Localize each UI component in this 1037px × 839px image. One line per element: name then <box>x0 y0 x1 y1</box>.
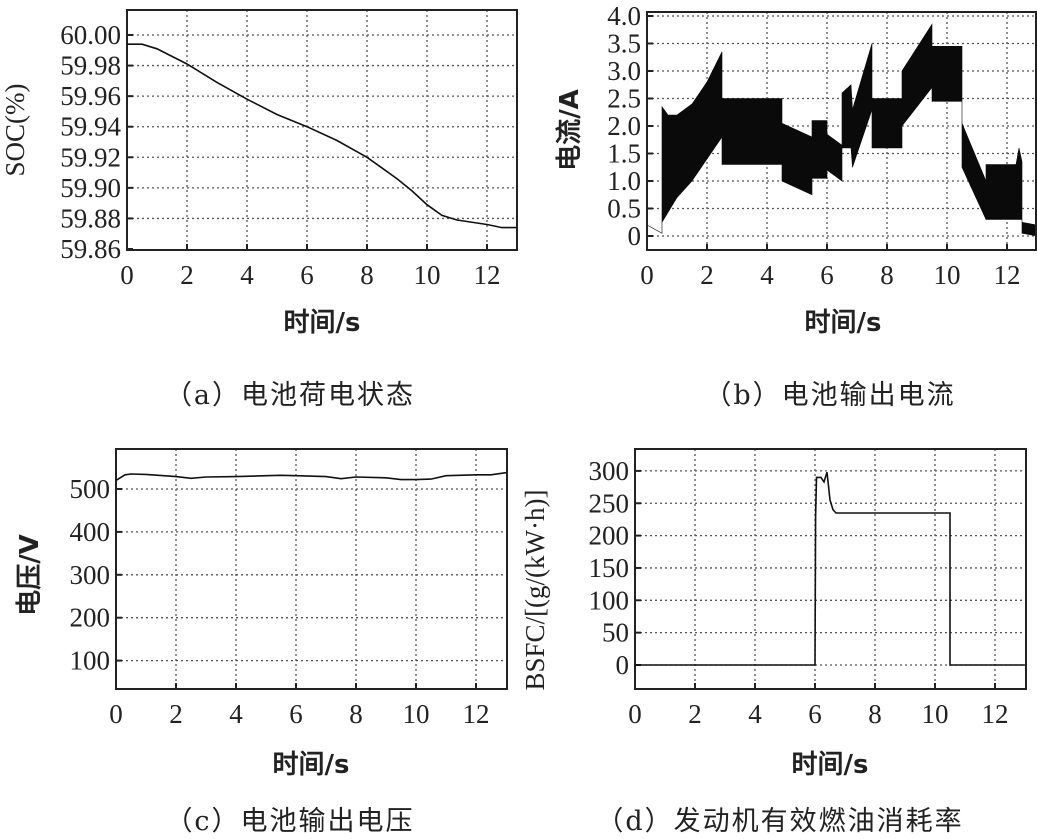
y-tick-label: 2.5 <box>607 84 641 114</box>
panel-caption: （c）电池输出电压 <box>165 806 414 837</box>
current-envelope-area <box>646 23 1037 237</box>
x-tick-label: 10 <box>414 260 441 290</box>
y-tick-label: 3.5 <box>607 29 641 59</box>
y-tick-label: 300 <box>589 456 630 486</box>
x-axis-label: 时间/s <box>284 308 361 338</box>
y-axis-label: BSFC/[(g/(kW·h)] <box>520 490 550 691</box>
panel-caption: （a）电池荷电状态 <box>165 380 415 411</box>
series-line <box>115 471 507 482</box>
x-tick-label: 8 <box>360 260 374 290</box>
x-tick-labels: 0 2 4 6 8 10 12 <box>628 699 1008 729</box>
voltage-line <box>115 471 507 482</box>
y-tick-label: 0.5 <box>607 194 641 224</box>
current-band <box>646 23 1037 237</box>
plot-frame <box>126 9 518 251</box>
grid-lines <box>126 10 517 250</box>
x-axis-label: 时间/s <box>805 308 882 338</box>
y-tick-label: 200 <box>70 603 111 633</box>
y-tick-label: 59.88 <box>60 203 121 233</box>
bsfc-line <box>635 471 1025 666</box>
grid-lines <box>115 449 507 689</box>
x-tick-label: 4 <box>240 260 254 290</box>
y-tick-label: 3.0 <box>607 56 641 86</box>
y-tick-label: 59.94 <box>60 112 121 142</box>
x-tick-labels: 0 2 4 6 8 10 12 <box>640 260 1020 290</box>
y-tick-label: 300 <box>70 560 111 590</box>
x-tick-label: 2 <box>700 260 714 290</box>
x-axis-label: 时间/s <box>792 750 869 780</box>
series-line <box>635 471 1025 666</box>
plot-frame <box>115 448 508 690</box>
x-tick-label: 12 <box>474 260 501 290</box>
x-tick-label: 12 <box>982 699 1009 729</box>
y-tick-label: 4.0 <box>607 1 641 31</box>
y-tick-label: 50 <box>602 618 629 648</box>
x-tick-label: 8 <box>868 699 882 729</box>
y-tick-label: 250 <box>589 488 630 518</box>
y-axis-label: 电压/V <box>15 534 45 616</box>
plot-frame <box>646 11 1037 251</box>
plot-frame <box>634 448 1027 690</box>
y-tick-label: 60.00 <box>60 20 121 50</box>
panel-c-voltage-chart: 500 400 300 200 100 0 2 4 6 8 10 12 电压/V 时间/s （c）电… <box>15 448 508 837</box>
panel-b-current-chart: 4.03.53.02.52.01.51.00.50 0 2 4 6 8 10 12 电流/A… <box>555 1 1037 411</box>
x-tick-label: 0 <box>640 260 654 290</box>
x-tick-label: 2 <box>169 699 183 729</box>
x-tick-label: 6 <box>300 260 314 290</box>
y-tick-label: 0 <box>628 221 642 251</box>
y-tick-label: 500 <box>70 474 111 504</box>
x-tick-label: 4 <box>748 699 762 729</box>
x-tick-label: 12 <box>994 260 1021 290</box>
y-tick-labels: 4.03.53.02.52.01.51.00.50 <box>607 1 641 251</box>
panel-caption: （d）发动机有效燃油消耗率 <box>596 806 963 837</box>
x-tick-label: 0 <box>628 699 642 729</box>
series-line <box>127 43 517 229</box>
x-tick-label: 6 <box>808 699 822 729</box>
x-tick-label: 6 <box>289 699 303 729</box>
y-tick-label: 150 <box>589 553 630 583</box>
y-tick-label: 59.96 <box>60 81 121 111</box>
y-tick-label: 100 <box>589 585 630 615</box>
y-tick-label: 59.86 <box>60 234 121 264</box>
x-tick-label: 10 <box>403 699 430 729</box>
x-tick-label: 4 <box>229 699 243 729</box>
panel-caption: （b）电池输出电流 <box>704 380 955 411</box>
y-tick-label: 1.0 <box>607 166 641 196</box>
x-tick-label: 8 <box>880 260 894 290</box>
y-tick-label: 0 <box>616 650 630 680</box>
x-tick-label: 8 <box>349 699 363 729</box>
grid-lines <box>634 449 1026 689</box>
y-tick-label: 200 <box>589 521 630 551</box>
y-axis-label: 电流/A <box>555 89 585 171</box>
y-tick-label: 400 <box>70 517 111 547</box>
panel-a-soc-chart: 60.0059.9859.9659.9459.9259.9059.8859.86… <box>0 9 518 411</box>
y-tick-label: 100 <box>70 646 111 676</box>
x-tick-label: 6 <box>820 260 834 290</box>
y-tick-label: 59.98 <box>60 51 121 81</box>
y-tick-label: 2.0 <box>607 111 641 141</box>
soc-line <box>127 43 517 229</box>
y-tick-labels: 500 400 300 200 100 <box>70 474 111 676</box>
y-axis-label: SOC(%) <box>0 84 30 177</box>
x-tick-labels: 0 2 4 6 8 10 12 <box>109 699 489 729</box>
y-tick-label: 1.5 <box>607 139 641 169</box>
x-tick-label: 12 <box>463 699 490 729</box>
x-tick-label: 10 <box>934 260 961 290</box>
y-tick-label: 59.92 <box>60 142 121 172</box>
x-tick-label: 10 <box>922 699 949 729</box>
x-tick-label: 4 <box>760 260 774 290</box>
x-tick-label: 0 <box>120 260 134 290</box>
x-tick-label: 2 <box>688 699 702 729</box>
x-tick-labels: 0 2 4 6 8 10 12 <box>120 260 500 290</box>
y-tick-label: 59.90 <box>60 173 121 203</box>
x-tick-label: 0 <box>109 699 123 729</box>
x-tick-label: 2 <box>180 260 194 290</box>
x-axis-label: 时间/s <box>273 750 350 780</box>
